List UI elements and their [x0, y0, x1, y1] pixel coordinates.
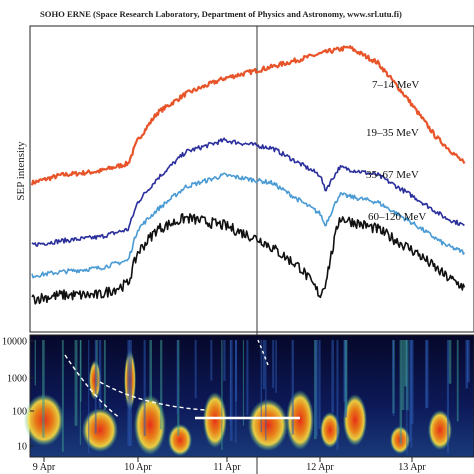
- series-label-1: 19–35 MeV: [366, 127, 419, 139]
- series-label-0: 7–14 MeV: [372, 79, 419, 91]
- series-line-1: [31, 137, 465, 247]
- spectrogram-streak-59: [160, 340, 163, 430]
- spectrogram-burst-1: [82, 408, 118, 452]
- spectrogram-burst-5: [248, 399, 288, 451]
- spectrogram-streak-57: [223, 340, 226, 381]
- y-tick-label-3: 10: [17, 442, 27, 453]
- series-line-2: [31, 172, 466, 279]
- x-tick-label-2: 11 Apr: [213, 462, 241, 473]
- spectrogram-streak-28: [42, 340, 45, 438]
- series-label-2: 35–67 MeV: [366, 169, 419, 181]
- spectrogram-streak-29: [448, 340, 452, 384]
- spectrogram-streak-54: [265, 340, 267, 441]
- spectrogram-streak-17: [229, 340, 231, 426]
- spectrogram-streak-10: [88, 340, 90, 454]
- spectrogram-streak-53: [221, 340, 223, 450]
- spectrogram-streak-5: [98, 340, 102, 409]
- spectrogram-streak-44: [127, 340, 130, 446]
- figure-header: SOHO ERNE (Space Research Laboratory, De…: [40, 9, 402, 19]
- spectrogram-burst-3: [168, 424, 192, 456]
- spectrogram-streak-40: [399, 340, 402, 445]
- x-tick-label-1: 10 Apr: [124, 462, 152, 473]
- spectrogram-streak-33: [456, 340, 459, 422]
- spectrogram-streak-15: [336, 340, 339, 450]
- spectrogram-burst-7: [343, 394, 367, 446]
- spectrogram-streak-30: [404, 340, 407, 387]
- spectrogram-streak-14: [343, 340, 346, 402]
- series-label-3: 60–120 MeV: [368, 211, 426, 223]
- spectrogram-streak-34: [262, 340, 265, 389]
- spectrogram-y-ticks: 10000 1000 100 10: [2, 337, 34, 453]
- sep-series-group: [30, 45, 466, 305]
- spectrogram-burst-10: [428, 410, 452, 450]
- spectrogram-streak-45: [242, 340, 244, 426]
- spectrogram-streak-41: [79, 340, 82, 402]
- spectrogram-streak-43: [314, 340, 318, 437]
- spectrogram-streak-49: [149, 340, 152, 401]
- spectrogram-x-ticks: 9 Apr 10 Apr 11 Apr 12 Apr 13 Apr: [33, 457, 426, 473]
- spectrogram-streak-47: [34, 340, 36, 386]
- spectrogram-streak-1: [275, 340, 277, 393]
- spectrogram-streak-31: [318, 340, 321, 430]
- spectrogram-burst-2: [134, 395, 166, 455]
- spectrogram-streak-27: [409, 340, 411, 442]
- spectrogram-streak-23: [467, 340, 470, 383]
- spectrogram-features: [24, 339, 470, 456]
- spectrogram-streak-24: [210, 340, 213, 381]
- spectrogram-streak-21: [406, 340, 408, 455]
- spectrogram-streak-11: [129, 340, 132, 446]
- spectrogram-streak-39: [74, 340, 78, 426]
- series-line-0: [30, 45, 466, 186]
- spectrogram-streak-32: [103, 340, 106, 411]
- x-tick-label-4: 13 Apr: [398, 462, 426, 473]
- y-tick-label-1: 1000: [7, 374, 27, 385]
- spectrogram-streak-48: [194, 340, 197, 399]
- spectrogram-streak-36: [176, 340, 179, 415]
- spectrogram-streak-16: [61, 340, 64, 452]
- spectrogram-streak-25: [94, 340, 97, 434]
- spectrogram-streak-56: [446, 340, 449, 454]
- drift-curve-2: [99, 381, 206, 411]
- spectrogram-streak-51: [344, 340, 348, 413]
- x-tick-label-0: 9 Apr: [33, 462, 56, 473]
- spectrogram-streak-55: [235, 340, 237, 443]
- y-tick-label-2: 100: [12, 407, 27, 418]
- spectrogram-streak-46: [246, 340, 249, 416]
- spectrogram-streak-22: [143, 340, 146, 437]
- spectrogram-streak-13: [410, 340, 413, 448]
- spectrogram-burst-8: [320, 412, 340, 448]
- spectrogram-burst-4: [203, 392, 227, 448]
- series-line-3: [31, 213, 466, 305]
- drift-curve-3: [257, 339, 269, 366]
- spectrogram-streak-26: [465, 340, 469, 389]
- spectrogram-streak-8: [426, 340, 429, 408]
- spectrogram-burst-6: [286, 390, 314, 450]
- spectrogram-streak-35: [177, 340, 180, 436]
- sep-panel-frame: [29, 25, 474, 333]
- spectrogram-streak-37: [331, 340, 334, 413]
- y-tick-label-0: 10000: [2, 337, 27, 348]
- spectrogram-streak-20: [260, 340, 262, 433]
- spectrogram-streak-38: [425, 340, 427, 409]
- spectrogram-streak-42: [392, 340, 395, 380]
- sep-series-labels: 7–14 MeV 19–35 MeV 35–67 MeV 60–120 MeV: [366, 79, 426, 223]
- spectrogram-streak-7: [230, 340, 233, 442]
- spectrogram-streak-19: [272, 340, 275, 389]
- spectrogram-streak-58: [291, 340, 294, 435]
- spectrogram-streak-6: [95, 340, 98, 387]
- drift-curve-1: [64, 354, 121, 419]
- spectrogram-streak-52: [401, 340, 405, 410]
- x-tick-label-3: 12 Apr: [306, 462, 334, 473]
